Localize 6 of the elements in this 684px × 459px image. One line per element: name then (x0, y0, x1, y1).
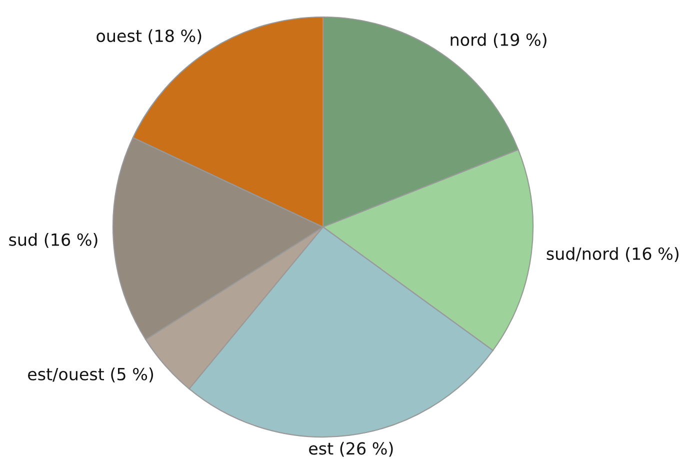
slice-label: nord (19 %) (450, 33, 546, 48)
slice-label: est/ouest (5 %) (28, 368, 154, 382)
slice-label: est (26 %) (309, 442, 393, 457)
slice-label: ouest (18 %) (96, 29, 202, 44)
slice-label: sud/nord (16 %) (546, 247, 678, 262)
slice-label: sud (16 %) (9, 233, 98, 248)
